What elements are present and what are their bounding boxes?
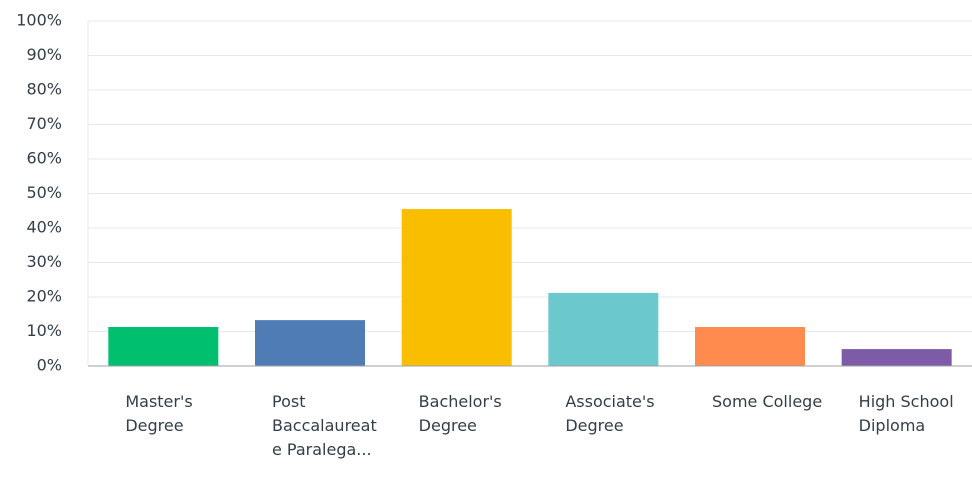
bar bbox=[255, 320, 365, 366]
bar bbox=[108, 327, 219, 366]
y-tick-label: 50% bbox=[26, 183, 62, 202]
x-tick-label: Post Baccalaureate Paralega... bbox=[272, 392, 377, 459]
x-tick-label: High School Diploma bbox=[858, 392, 954, 435]
x-tick-label: Associate's Degree bbox=[565, 392, 655, 435]
y-tick-label: 60% bbox=[26, 149, 62, 168]
x-tick-label: Some College bbox=[712, 392, 823, 411]
bar bbox=[841, 349, 952, 366]
y-tick-label: 10% bbox=[26, 321, 62, 340]
y-tick-label: 20% bbox=[26, 287, 62, 306]
y-tick-label: 80% bbox=[26, 80, 62, 99]
y-tick-label: 30% bbox=[26, 252, 62, 271]
bar bbox=[401, 209, 512, 366]
y-tick-label: 0% bbox=[37, 356, 62, 375]
x-tick-label: Master's Degree bbox=[125, 392, 193, 435]
x-tick-label: Bachelor's Degree bbox=[418, 392, 502, 435]
bar bbox=[695, 327, 805, 366]
y-tick-label: 90% bbox=[26, 45, 62, 64]
y-tick-label: 70% bbox=[26, 114, 62, 133]
y-tick-label: 40% bbox=[26, 218, 62, 237]
bar bbox=[548, 292, 659, 366]
y-tick-label: 100% bbox=[16, 11, 62, 30]
